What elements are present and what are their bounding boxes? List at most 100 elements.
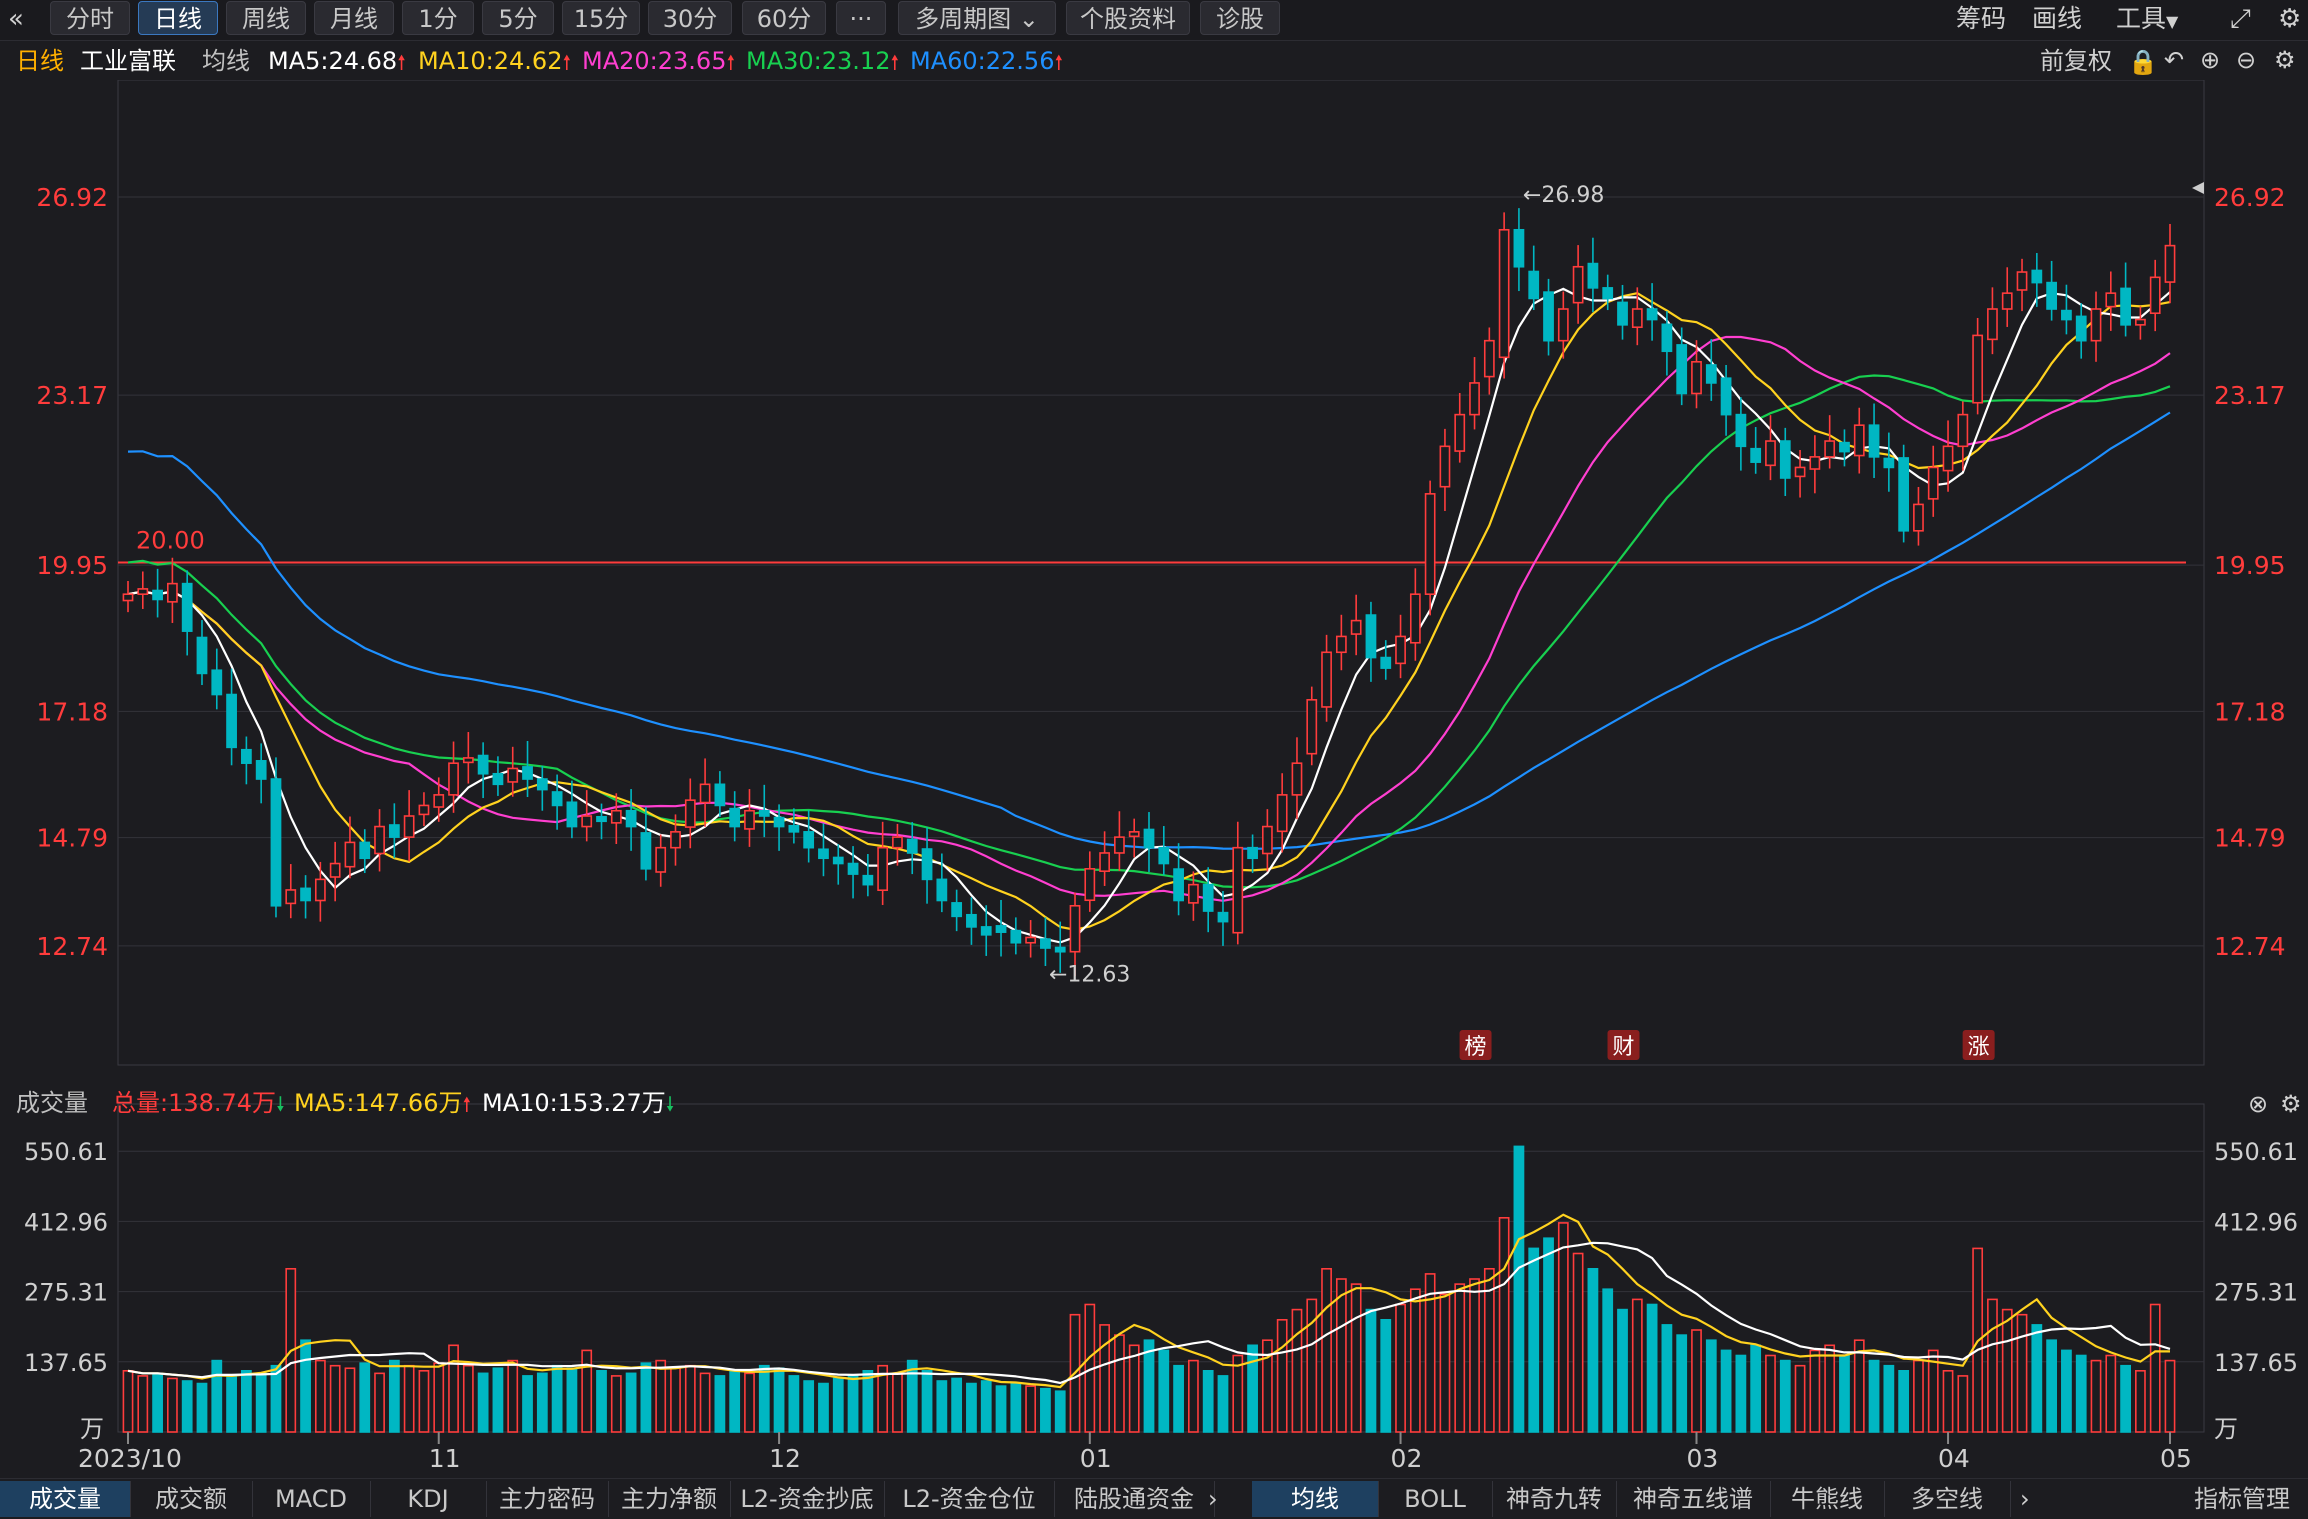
indicator-tab-2[interactable]: MACD <box>252 1481 371 1517</box>
volume-bar <box>684 1364 696 1433</box>
volume-ma-lines <box>127 1213 2171 1389</box>
candle-body <box>1276 794 1288 833</box>
ma10-value: MA10:24.62🠕 <box>418 42 571 80</box>
candle-body <box>1040 938 1051 949</box>
candle-body <box>1617 301 1628 326</box>
indicator-tab-6[interactable]: L2-资金抄底 <box>730 1481 885 1517</box>
indicator-info-line: 日线 工业富联 均线 MA5:24.68🠕 MA10:24.62🠕 MA20:2… <box>0 42 2308 80</box>
price-adjust-button[interactable]: 前复权 <box>2040 47 2112 75</box>
draw-line-button[interactable]: 画线 <box>2032 4 2083 33</box>
volume-bar <box>1276 1319 1288 1433</box>
fullscreen-icon[interactable]: ⤢ <box>2230 4 2251 34</box>
volume-bars <box>122 1145 2176 1433</box>
ma60-value: MA60:22.56🠕 <box>910 42 1063 80</box>
period-tab-8[interactable]: 60分 <box>742 1 826 35</box>
candle-body <box>1335 635 1347 654</box>
overlay-tab-2[interactable]: 神奇九转 <box>1492 1481 1617 1517</box>
volume-bar <box>1424 1273 1436 1433</box>
price-volume-chart[interactable]: 20.00 26.92 26.92 23.17 23.17 19.95 19.95 17.1… <box>0 80 2308 1478</box>
overlay-tab-4[interactable]: 牛熊线 <box>1770 1481 1885 1517</box>
volume-bar <box>270 1364 282 1433</box>
candle-body <box>388 824 400 838</box>
volume-bar <box>1365 1308 1377 1433</box>
tools-button[interactable]: 工具▼ <box>2116 0 2178 38</box>
undo-icon[interactable]: ↶ <box>2164 46 2185 74</box>
overlay-tab-3[interactable]: 神奇五线谱 <box>1616 1481 1771 1517</box>
volume-bar <box>832 1377 844 1433</box>
multi-period-label: 多周期图 <box>915 5 1012 33</box>
volume-total: 总量:138.74万🠗 <box>112 1086 285 1120</box>
chevron-right-icon[interactable]: › <box>2020 1485 2030 1513</box>
candle-body <box>448 762 459 796</box>
volume-bar <box>610 1375 622 1433</box>
volume-bar <box>1587 1268 1599 1433</box>
period-tab-7[interactable]: 30分 <box>648 1 732 35</box>
volume-bar <box>1987 1298 1998 1433</box>
period-tab-3[interactable]: 月线 <box>314 1 394 35</box>
volume-bar <box>1099 1324 1110 1433</box>
volume-ma5-text: MA5:147.66万 <box>294 1089 463 1117</box>
period-tab-2[interactable]: 周线 <box>226 1 306 35</box>
candle-body <box>2135 318 2146 326</box>
more-periods-button[interactable]: ··· <box>836 1 886 35</box>
back-icon[interactable]: « <box>8 4 24 34</box>
settings-icon[interactable]: ⚙ <box>2280 1090 2302 1118</box>
volume-bar <box>2090 1359 2102 1433</box>
stock-info-button[interactable]: 个股资料 <box>1066 1 1190 35</box>
indicator-tab-8[interactable]: 陆股通资金 <box>1054 1481 1215 1517</box>
diagnose-button[interactable]: 诊股 <box>1200 1 1280 35</box>
volume-bar <box>862 1370 874 1433</box>
zoom-in-icon[interactable]: ⊕ <box>2200 46 2221 74</box>
period-tab-1[interactable]: 日线 <box>138 1 218 35</box>
candle-body <box>1306 699 1318 755</box>
overlay-tab-5[interactable]: 多空线 <box>1884 1481 2011 1517</box>
indicator-tab-7[interactable]: L2-资金仓位 <box>884 1481 1055 1517</box>
indicator-tab-3[interactable]: KDJ <box>370 1481 487 1517</box>
candle-body <box>1839 441 1850 453</box>
price-tick-left: 14.79 <box>36 824 108 853</box>
volume-bar <box>921 1370 933 1433</box>
volume-total-text: 总量:138.74万 <box>112 1089 277 1117</box>
indicator-tab-0[interactable]: 成交量 <box>0 1481 131 1517</box>
chevron-right-icon[interactable]: › <box>1208 1485 1218 1513</box>
overlay-tab-1[interactable]: BOLL <box>1378 1481 1493 1517</box>
volume-tick-left: 275.31 <box>24 1279 108 1307</box>
volume-bar <box>1173 1364 1184 1433</box>
volume-bar <box>1202 1370 1214 1433</box>
indicator-tab-1[interactable]: 成交额 <box>130 1481 253 1517</box>
multi-period-button[interactable]: 多周期图 ⌄ <box>898 1 1056 35</box>
candle-body <box>1957 413 1969 448</box>
period-tab-0[interactable]: 分时 <box>50 1 130 35</box>
candle-body <box>2090 308 2102 342</box>
volume-ma10-text: MA10:153.27万 <box>482 1089 666 1117</box>
period-tab-6[interactable]: 15分 <box>562 1 640 35</box>
volume-bar <box>1291 1308 1303 1433</box>
indicator-tab-5[interactable]: 主力净额 <box>608 1481 731 1517</box>
close-icon[interactable]: ⊗ <box>2248 1090 2269 1118</box>
period-tab-4[interactable]: 1分 <box>402 1 474 35</box>
volume-bar <box>640 1362 652 1433</box>
volume-bar <box>477 1372 489 1433</box>
lock-icon[interactable]: 🔒 <box>2128 48 2158 76</box>
period-tab-5[interactable]: 5分 <box>482 1 554 35</box>
candle-body <box>1913 503 1924 532</box>
candle-body <box>1972 334 1984 404</box>
candle-body <box>1868 424 1880 458</box>
candle-body <box>1646 308 1658 321</box>
event-badge-bg <box>1459 1030 1492 1060</box>
indicator-manage-button[interactable]: 指标管理 <box>2194 1485 2290 1513</box>
chips-button[interactable]: 筹码 <box>1956 4 2007 33</box>
volume-bar <box>2149 1303 2161 1433</box>
volume-bar <box>418 1370 430 1433</box>
zoom-out-icon[interactable]: ⊖ <box>2236 46 2257 74</box>
candle-body <box>1128 831 1140 838</box>
indicator-tab-4[interactable]: 主力密码 <box>486 1481 609 1517</box>
candle-body <box>758 809 770 817</box>
settings-icon[interactable]: ⚙ <box>2278 4 2302 34</box>
settings-icon[interactable]: ⚙ <box>2274 46 2296 74</box>
volume-ma5-line <box>127 1213 2170 1389</box>
overlay-tab-0[interactable]: 均线 <box>1252 1481 1379 1517</box>
candle-body <box>1498 228 1510 359</box>
volume-bar <box>744 1372 755 1433</box>
candle-body <box>714 783 726 807</box>
